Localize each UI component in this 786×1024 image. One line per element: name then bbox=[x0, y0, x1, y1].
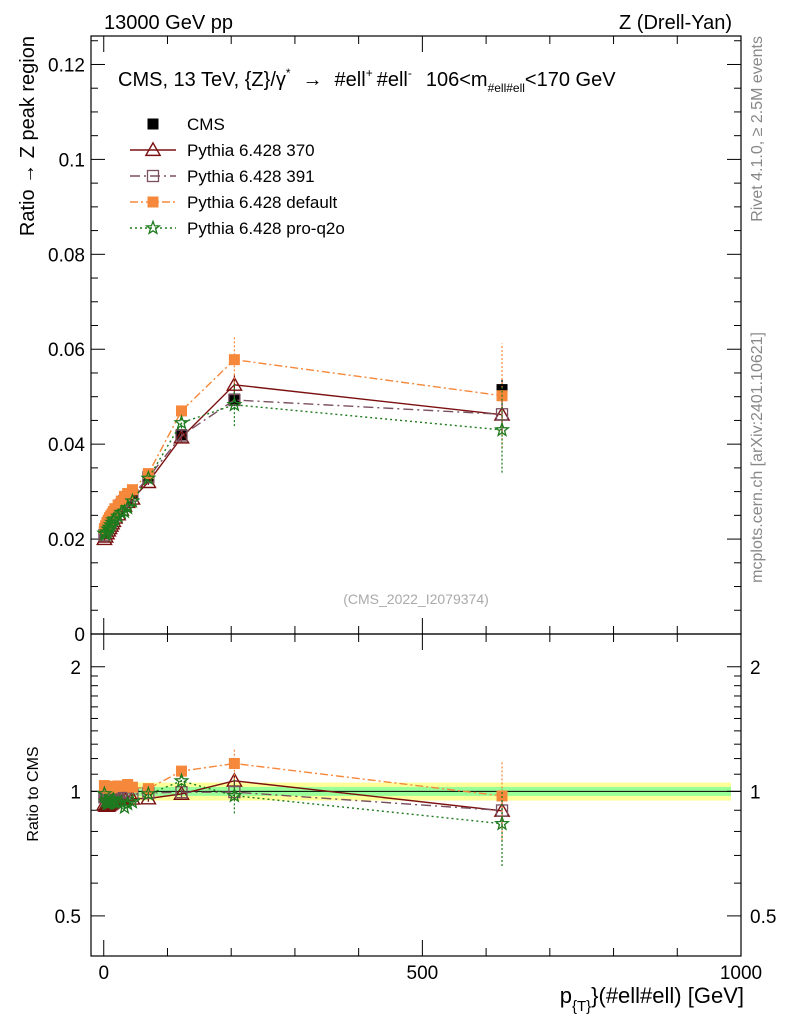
ratio-point bbox=[228, 757, 240, 769]
ratio-series-pythia-6-428-pro-q2o bbox=[96, 772, 511, 866]
axes: 0 0.02 0.04 0.06 0.08 0.1 0.12 0 500 1000 0.5 0.5 1 1… bbox=[48, 35, 776, 984]
header-left: 13000 GeV pp bbox=[104, 12, 233, 34]
x-tick-label: 1000 bbox=[720, 963, 762, 984]
ratio-axis-label: Ratio to CMS bbox=[25, 746, 42, 841]
legend-item: Pythia 6.428 391 bbox=[130, 167, 315, 186]
x-tick-label: 0 bbox=[98, 963, 109, 984]
mcplots-label: mcplots.cern.ch [arXiv:2401.10621] bbox=[749, 332, 766, 583]
data-point bbox=[173, 414, 190, 430]
title-lepton-1: #ell bbox=[335, 69, 366, 91]
legend-item: Pythia 6.428 pro-q2o bbox=[130, 219, 345, 238]
title-main: CMS, 13 TeV, {Z}/γ bbox=[118, 69, 286, 91]
ratio-tick-label-right: 0.5 bbox=[750, 907, 776, 928]
data-point bbox=[228, 354, 240, 366]
data-point bbox=[124, 492, 141, 509]
y-tick-label: 0.06 bbox=[48, 340, 85, 361]
series-line bbox=[103, 399, 503, 536]
series-line bbox=[103, 384, 503, 540]
title-lepton-2: #ell bbox=[377, 69, 408, 91]
legend-label: Pythia 6.428 391 bbox=[187, 167, 315, 186]
y-tick-label: 0.02 bbox=[48, 530, 85, 551]
y-tick-label: 0.1 bbox=[59, 150, 85, 171]
data-point bbox=[226, 396, 243, 412]
ratio-tick-label: 1 bbox=[70, 782, 81, 803]
data-point bbox=[175, 405, 187, 417]
ratio-point bbox=[119, 795, 136, 811]
data-point bbox=[226, 376, 243, 391]
legend-label: Pythia 6.428 default bbox=[187, 193, 338, 212]
ratio-point bbox=[173, 772, 190, 788]
ratio-point bbox=[175, 765, 187, 777]
series-pythia-6-428-370 bbox=[96, 375, 511, 546]
series-pythia-6-428-pro-q2o bbox=[96, 383, 511, 542]
data-point bbox=[175, 429, 188, 442]
y-tick-label: 0.12 bbox=[48, 55, 85, 76]
legend-label: Pythia 6.428 370 bbox=[187, 141, 315, 160]
data-point bbox=[116, 503, 133, 519]
ratio-point bbox=[228, 785, 241, 799]
series-line bbox=[104, 404, 503, 536]
ratio-tick-label-right: 1 bbox=[750, 782, 761, 803]
legend-item: Pythia 6.428 default bbox=[130, 193, 338, 212]
y-axis-label: Ratio → Z peak region bbox=[17, 36, 39, 236]
legend-marker bbox=[146, 169, 160, 183]
legend-label: Pythia 6.428 pro-q2o bbox=[187, 219, 345, 238]
ratio-point bbox=[226, 787, 243, 803]
ratio-series-group bbox=[96, 748, 511, 866]
ratio-uncertainty-bands bbox=[91, 782, 741, 801]
title-plus: + bbox=[366, 66, 373, 80]
legend-marker bbox=[144, 141, 162, 157]
main-series-group bbox=[96, 335, 511, 546]
ratio-point bbox=[494, 815, 511, 831]
y-tick-label: 0 bbox=[74, 625, 85, 646]
legend-label: CMS bbox=[187, 115, 225, 134]
header-right: Z (Drell-Yan) bbox=[619, 12, 732, 34]
ratio-tick-label: 0.5 bbox=[55, 907, 81, 928]
title-arrow: → bbox=[303, 69, 323, 91]
ratio-tick-label-right: 2 bbox=[750, 658, 761, 679]
data-point bbox=[494, 421, 511, 437]
ratio-point bbox=[126, 781, 138, 793]
title-range-a: 106<m bbox=[426, 69, 488, 91]
analysis-watermark: (CMS_2022_I2079374) bbox=[343, 591, 489, 607]
legend: CMS Pythia 6.428 370 Pythia 6.428 391 Pythi… bbox=[130, 115, 345, 238]
x-label-rest: }(#ell#ell) [GeV] bbox=[591, 983, 744, 1008]
y-tick-label: 0.04 bbox=[48, 435, 85, 456]
ratio-point bbox=[173, 785, 190, 800]
rivet-version-label: Rivet 4.1.0, ≥ 2.5M events bbox=[749, 36, 766, 222]
plot-title: CMS, 13 TeV, {Z}/γ* → #ell+ #ell- 106<m#ell#… bbox=[118, 66, 616, 95]
data-point bbox=[119, 499, 136, 515]
legend-item: CMS bbox=[147, 115, 225, 134]
series-pythia-6-428-default bbox=[98, 335, 508, 535]
series-line bbox=[103, 358, 503, 529]
data-point bbox=[496, 384, 508, 396]
x-axis-label: p{T}}(#ell#ell) [GeV] bbox=[560, 983, 744, 1015]
legend-item: Pythia 6.428 370 bbox=[130, 141, 315, 160]
title-star: * bbox=[286, 66, 291, 80]
data-point bbox=[140, 469, 157, 486]
legend-marker bbox=[147, 196, 159, 208]
data-point bbox=[173, 428, 190, 444]
ratio-frame bbox=[90, 633, 742, 957]
ratio-point bbox=[175, 786, 188, 799]
ratio-point bbox=[140, 785, 157, 801]
title-minus: - bbox=[408, 66, 412, 80]
y-tick-label: 0.08 bbox=[48, 245, 85, 266]
legend-marker bbox=[144, 219, 162, 235]
ratio-point bbox=[496, 790, 508, 802]
title-range-b: <170 GeV bbox=[525, 69, 616, 91]
title-range-sub: #ell#ell bbox=[488, 81, 525, 95]
x-tick-label: 500 bbox=[407, 963, 439, 984]
ratio-point bbox=[124, 793, 141, 809]
x-label-p: p bbox=[560, 983, 572, 1008]
ratio-tick-label: 2 bbox=[70, 658, 81, 679]
data-point bbox=[126, 484, 138, 496]
legend-marker bbox=[147, 118, 159, 130]
ratio-series-pythia-6-428-default bbox=[98, 748, 508, 841]
x-label-sub: {T} bbox=[572, 998, 591, 1015]
